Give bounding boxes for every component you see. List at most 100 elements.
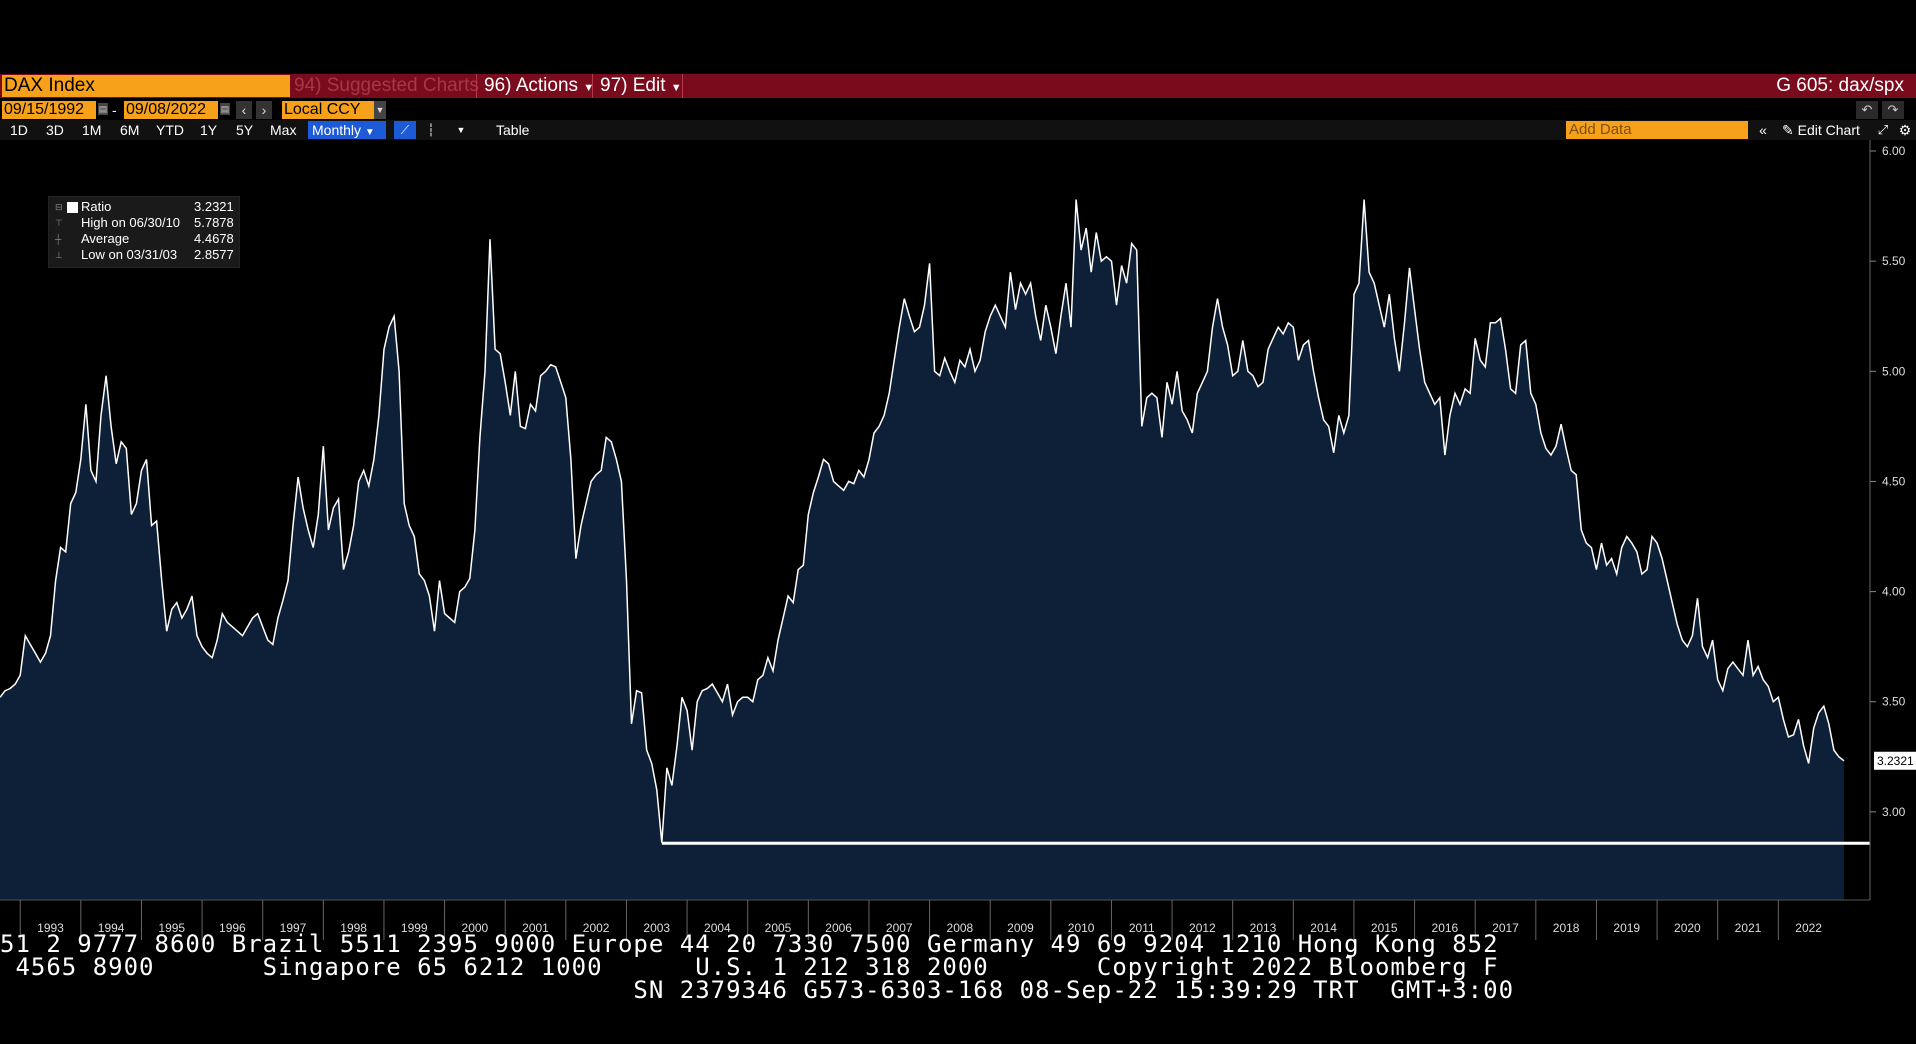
ratio-area (0, 199, 1844, 900)
expand-icon[interactable]: ⤢ (1877, 122, 1889, 137)
chevron-down-icon[interactable]: ▼ (456, 125, 466, 135)
chart-legend[interactable]: ⊟ Ratio 3.2321 ⊤ High on 06/30/10 5.7878… (48, 196, 240, 268)
x-tick-label: 2018 (1553, 921, 1580, 935)
legend-average-label: Average (81, 231, 130, 246)
legend-low-label: Low on 03/31/03 (81, 247, 178, 262)
date-range-bar: 09/15/1992 ▤ - 09/08/2022 ▤ ‹ › Local CC… (0, 100, 1916, 120)
end-date-field[interactable]: 09/08/2022 (124, 101, 218, 119)
date-separator: - (112, 102, 117, 118)
period-3d-button[interactable]: 3D (46, 122, 64, 138)
y-tick-label: 3.00 (1882, 805, 1906, 819)
x-tick-label: 2022 (1795, 921, 1822, 935)
x-tick-label: 2013 (1250, 921, 1277, 935)
chart-code: G 605: dax/spx (1776, 75, 1904, 96)
period-max-button[interactable]: Max (270, 122, 297, 138)
chart-toolbar: 1D 3D 1M 6M YTD 1Y 5Y Max Monthly ▼ ⟋ ┆ … (0, 120, 1916, 140)
calendar-icon[interactable]: ▤ (98, 103, 108, 115)
chart-area[interactable]: 1993 1994 1995 1996 1997 1998 1999 2000 2001 2002… (0, 140, 1916, 940)
chevron-down-icon: ▼ (670, 82, 682, 94)
high-marker-icon: ⊤ (55, 218, 63, 228)
x-tick-label: 1996 (219, 921, 246, 935)
x-tick-label: 2015 (1371, 921, 1398, 935)
series-color-swatch (67, 202, 78, 213)
redo-icon[interactable]: ↷ (1882, 101, 1904, 119)
currency-text: Local CCY (284, 101, 361, 118)
actions-number: 96) (484, 75, 512, 96)
y-tick-label: 6.00 (1882, 144, 1906, 158)
period-6m-button[interactable]: 6M (120, 122, 140, 138)
chevron-down-icon: ▼ (583, 82, 595, 94)
calendar-icon[interactable]: ▤ (220, 103, 230, 115)
x-tick-label: 2020 (1674, 921, 1701, 935)
collapse-icon[interactable]: « (1759, 122, 1767, 138)
legend-average-value: 4.4678 (194, 231, 234, 246)
y-tick-label: 4.50 (1882, 474, 1906, 488)
last-value-box (1874, 751, 1916, 770)
x-tick-label: 2005 (765, 921, 792, 935)
undo-icon[interactable]: ↶ (1856, 101, 1878, 119)
low-marker-icon: ⊥ (55, 250, 63, 260)
period-1y-button[interactable]: 1Y (200, 122, 218, 138)
average-marker-icon: ┼ (55, 234, 62, 244)
gear-icon[interactable]: ⚙ (1898, 122, 1912, 138)
x-tick-label: 2007 (886, 921, 913, 935)
legend-row-high: ⊤ High on 06/30/10 5.7878 (49, 215, 239, 231)
next-period-button[interactable]: › (256, 101, 272, 119)
period-ytd-button[interactable]: YTD (156, 122, 184, 138)
chevron-down-icon[interactable]: ▼ (374, 101, 386, 119)
x-tick-label: 2010 (1068, 921, 1095, 935)
period-5y-button[interactable]: 5Y (236, 122, 254, 138)
suggested-charts-button[interactable]: 94) Suggested Charts (294, 74, 479, 98)
security-ticker-field[interactable]: DAX Index (2, 75, 290, 97)
legend-row-average: ┼ Average 4.4678 (49, 231, 239, 247)
edit-chart-button[interactable]: ✎ Edit Chart (1782, 120, 1860, 140)
suggested-charts-number: 94) (294, 75, 322, 96)
edit-menu-button[interactable]: 97) Edit ▼ (600, 74, 682, 98)
start-date-field[interactable]: 09/15/1992 (2, 101, 96, 119)
title-bar: DAX Index 94) Suggested Charts 96) Actio… (0, 74, 1916, 98)
edit-label: Edit (632, 75, 666, 96)
ratio-line (0, 199, 1845, 843)
x-tick-label: 2003 (643, 921, 670, 935)
frequency-text: Monthly (312, 122, 362, 138)
legend-series-name: Ratio (81, 199, 112, 214)
title-separator (592, 74, 593, 98)
add-data-placeholder: Add Data (1569, 121, 1632, 138)
contact-tape-line-1: 51 2 9777 8600 Brazil 5511 2395 9000 Eur… (0, 930, 1499, 958)
edit-chart-label: Edit Chart (1797, 122, 1860, 138)
previous-period-button[interactable]: ‹ (236, 101, 252, 119)
table-button[interactable]: Table (496, 122, 530, 138)
legend-low-value: 2.8577 (194, 247, 234, 262)
title-separator (476, 74, 477, 98)
y-tick-label: 3.50 (1882, 695, 1906, 709)
frequency-select[interactable]: Monthly ▼ (308, 121, 386, 139)
contact-tape-line-2: 4565 8900 Singapore 65 6212 1000 U.S. 1 … (0, 953, 1499, 981)
x-tick-label: 1999 (401, 921, 428, 935)
x-tick-label: 2009 (1007, 921, 1034, 935)
x-tick-label: 2000 (462, 921, 489, 935)
x-tick-label: 1997 (280, 921, 307, 935)
end-date-text: 09/08/2022 (126, 101, 207, 118)
y-tick-label: 4.00 (1882, 585, 1906, 599)
actions-menu-button[interactable]: 96) Actions ▼ (484, 74, 594, 98)
bar-chart-icon[interactable]: ┆ (427, 123, 435, 137)
add-data-input[interactable]: Add Data (1566, 121, 1748, 139)
x-tick-label: 2008 (947, 921, 974, 935)
chevron-down-icon: ▼ (364, 127, 375, 138)
x-tick-label: 2021 (1735, 921, 1762, 935)
legend-high-label: High on 06/30/10 (81, 215, 181, 230)
security-ticker-text: DAX Index (4, 75, 95, 96)
ratio-chart: 1993 1994 1995 1996 1997 1998 1999 2000 2001 2002… (0, 140, 1916, 940)
period-1d-button[interactable]: 1D (10, 122, 28, 138)
legend-series-value: 3.2321 (194, 199, 234, 214)
line-chart-icon[interactable]: ⟋ (394, 121, 416, 139)
y-tick-label: 5.00 (1882, 364, 1906, 378)
legend-high-value: 5.7878 (194, 215, 234, 230)
legend-row-ratio: ⊟ Ratio 3.2321 (49, 199, 239, 215)
title-separator (682, 74, 683, 98)
period-1m-button[interactable]: 1M (82, 122, 102, 138)
currency-select[interactable]: Local CCY (282, 101, 376, 119)
contact-tape-line-3: SN 2379346 G573-6303-168 08-Sep-22 15:39… (0, 976, 1515, 1004)
x-tick-label: 2012 (1189, 921, 1216, 935)
x-tick-label: 1994 (98, 921, 125, 935)
